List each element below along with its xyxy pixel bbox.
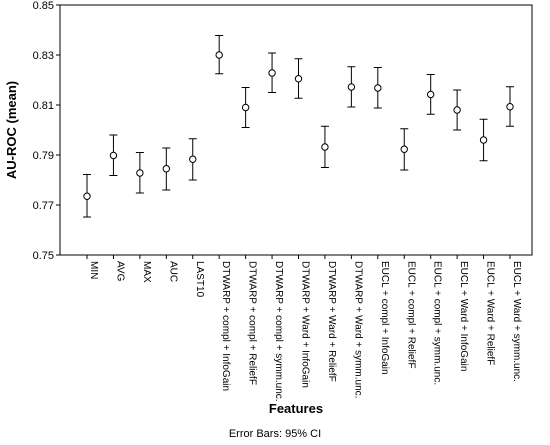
- mean-point: [506, 103, 514, 111]
- x-tick-label: LAST10: [194, 261, 205, 298]
- x-tick-label: EUCL + Ward + InfoGain: [458, 261, 469, 371]
- y-tick-label: 0.83: [33, 50, 54, 62]
- mean-point: [453, 106, 461, 114]
- x-tick-label: AVG: [114, 261, 125, 282]
- mean-point: [479, 136, 488, 144]
- x-tick-label: DTWARP + Ward + symm.unc.: [352, 261, 363, 398]
- mean-point: [374, 84, 382, 92]
- y-axis-label: AU-ROC (mean): [4, 81, 19, 179]
- x-tick-label: DTWARP + compl + InfoGain: [220, 261, 231, 391]
- mean-point: [136, 169, 144, 177]
- y-tick-label: 0.79: [33, 150, 54, 162]
- mean-point: [241, 103, 250, 112]
- mean-point: [426, 90, 435, 99]
- x-tick-label: EUCL + Ward + ReliefF: [485, 261, 496, 365]
- mean-point: [215, 51, 223, 59]
- y-tick-label: 0.81: [33, 100, 54, 112]
- mean-point: [162, 165, 171, 173]
- x-tick-label: DTWARP + compl + ReliefF: [247, 261, 258, 385]
- x-axis-label: Features: [269, 401, 323, 416]
- x-tick-label: MIN: [88, 261, 99, 279]
- mean-point: [294, 75, 303, 83]
- x-tick-label: DTWARP + compl + symm.unc.: [273, 261, 284, 402]
- x-tick-label: EUCL + compl + ReliefF: [405, 261, 416, 368]
- x-tick-label: MAX: [141, 261, 152, 283]
- mean-point: [268, 69, 276, 77]
- y-tick-label: 0.75: [33, 250, 54, 262]
- x-tick-label: DTWARP + Ward + ReliefF: [326, 261, 337, 382]
- mean-point: [83, 192, 91, 200]
- mean-point: [400, 145, 408, 153]
- mean-point: [321, 143, 329, 151]
- y-tick-label: 0.77: [33, 200, 54, 212]
- x-tick-label: DTWARP + Ward + InfoGain: [300, 261, 311, 388]
- data-marks: [83, 35, 514, 218]
- x-axis: MIN AVG MAX AUC LAST10 DTWARP + compl + InfoG…: [86, 255, 522, 402]
- error-bars-note: Error Bars: 95% CI: [228, 428, 322, 440]
- x-tick-label: EUCL + compl + InfoGain: [379, 261, 390, 375]
- y-tick-label: 0.85: [33, 0, 54, 12]
- mean-point: [109, 151, 118, 160]
- mean-point: [347, 83, 356, 91]
- mean-point: [189, 155, 197, 163]
- x-tick-label: AUC: [167, 261, 178, 282]
- plot-area: [59, 4, 533, 256]
- y-axis: 0.75 0.77 0.79 0.81 0.83 0.85: [33, 0, 60, 262]
- x-tick-label: EUCL + compl + symm.unc.: [432, 261, 443, 385]
- x-tick-label: EUCL + Ward + symm.unc.: [511, 261, 522, 382]
